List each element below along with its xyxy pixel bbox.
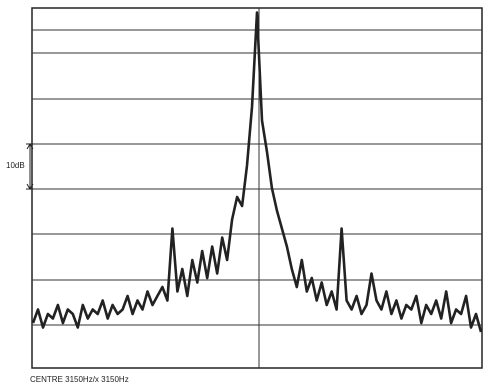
scale-label: 10dB — [6, 161, 25, 170]
plot-frame — [31, 7, 483, 369]
grid — [32, 8, 482, 368]
spectrum-trace — [31, 11, 483, 333]
scale-arrows — [26, 143, 34, 190]
scale-marker — [26, 143, 34, 190]
caption: CENTRE 3150Hz/x 3150Hz — [30, 375, 129, 384]
